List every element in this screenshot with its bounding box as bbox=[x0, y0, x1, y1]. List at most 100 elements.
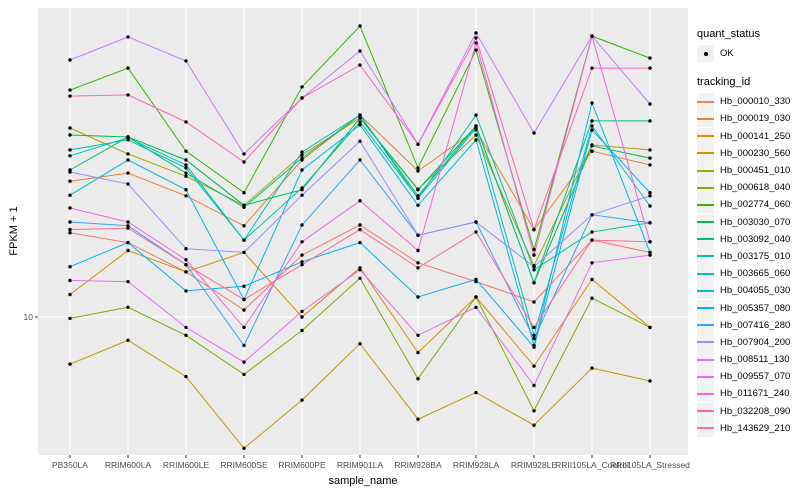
data-point bbox=[648, 221, 652, 225]
data-point bbox=[184, 149, 188, 153]
line-swatch-icon bbox=[697, 255, 714, 258]
line-swatch-icon bbox=[697, 289, 714, 292]
data-point bbox=[126, 136, 130, 140]
data-point bbox=[68, 193, 72, 197]
legend-key-line bbox=[697, 333, 714, 351]
data-point bbox=[416, 166, 420, 170]
legend: quant_status OK tracking_id Hb_000010_33… bbox=[697, 28, 790, 451]
data-point bbox=[242, 446, 246, 450]
data-point bbox=[126, 240, 130, 245]
data-point bbox=[590, 238, 594, 242]
data-point bbox=[474, 41, 478, 45]
data-point bbox=[184, 247, 188, 251]
data-point bbox=[648, 119, 652, 123]
data-point bbox=[358, 268, 362, 272]
data-point bbox=[648, 240, 652, 244]
data-point bbox=[648, 56, 652, 60]
legend-group-quant-status: quant_status OK bbox=[697, 28, 790, 63]
data-point bbox=[68, 179, 72, 183]
legend-key-line bbox=[697, 127, 714, 145]
x-tick-label: RRII105LA_Stressed bbox=[610, 460, 690, 470]
data-point bbox=[416, 169, 420, 173]
data-point bbox=[532, 281, 536, 285]
data-point bbox=[126, 338, 130, 342]
legend-label: Hb_032208_090 bbox=[720, 405, 791, 417]
data-point bbox=[416, 196, 420, 200]
data-point bbox=[532, 333, 536, 337]
legend-label: Hb_003092_040 bbox=[720, 233, 791, 245]
legend-key-line bbox=[697, 179, 714, 197]
x-tick-label: RRIM901LA bbox=[337, 460, 384, 470]
legend-key-line bbox=[697, 93, 714, 111]
legend-item: Hb_003665_060 bbox=[697, 265, 790, 283]
line-swatch-icon bbox=[697, 410, 714, 413]
data-point bbox=[68, 362, 72, 366]
data-point bbox=[358, 120, 362, 124]
data-point bbox=[474, 31, 478, 35]
data-point bbox=[474, 220, 478, 224]
data-point bbox=[416, 233, 420, 237]
data-point bbox=[474, 36, 478, 40]
legend-item: Hb_011671_240 bbox=[697, 385, 790, 403]
data-point bbox=[532, 336, 536, 341]
legend-label: OK bbox=[720, 48, 734, 60]
data-point bbox=[532, 253, 536, 257]
data-point bbox=[300, 96, 304, 100]
data-point bbox=[300, 309, 304, 314]
data-point bbox=[590, 296, 594, 300]
legend-label: Hb_009557_070 bbox=[720, 371, 791, 383]
line-swatch-icon bbox=[697, 307, 714, 310]
data-point bbox=[68, 170, 72, 174]
data-point bbox=[474, 305, 478, 309]
x-tick-label: RRIM600SE bbox=[220, 460, 268, 470]
legend-item: Hb_007904_200 bbox=[697, 333, 791, 351]
data-point bbox=[648, 204, 652, 208]
data-point bbox=[590, 366, 594, 370]
data-point bbox=[590, 124, 594, 128]
data-point bbox=[590, 277, 594, 282]
data-point bbox=[474, 230, 478, 234]
data-point bbox=[68, 148, 72, 152]
data-point bbox=[358, 113, 362, 117]
data-point bbox=[416, 417, 420, 421]
data-point bbox=[242, 284, 246, 288]
data-point bbox=[358, 342, 362, 346]
line-swatch-icon bbox=[697, 324, 714, 327]
data-point bbox=[184, 325, 188, 330]
legend-key-line bbox=[697, 385, 714, 403]
data-point bbox=[416, 248, 420, 253]
legend-item: Hb_000019_030 bbox=[697, 110, 790, 128]
legend-item: Hb_008511_130 bbox=[697, 351, 790, 369]
line-swatch-icon bbox=[697, 375, 714, 378]
legend-item: Hb_000141_250 bbox=[697, 127, 790, 145]
data-point bbox=[68, 58, 72, 62]
line-swatch-icon bbox=[697, 358, 714, 361]
data-point bbox=[648, 250, 652, 255]
x-axis-title: sample_name bbox=[328, 475, 398, 487]
legend-item: Hb_003175_010 bbox=[697, 247, 790, 265]
data-point bbox=[184, 166, 188, 170]
legend-label: Hb_007904_200 bbox=[720, 336, 791, 348]
data-point bbox=[184, 263, 188, 267]
data-point bbox=[300, 240, 304, 244]
data-point bbox=[68, 88, 72, 92]
x-tick-label: RRIM928BA bbox=[394, 460, 442, 470]
data-point bbox=[68, 154, 72, 158]
legend-items-tracking-id: Hb_000010_330 Hb_000019_030 Hb_000141_250 H… bbox=[697, 93, 790, 437]
data-point bbox=[358, 63, 362, 67]
legend-key-line bbox=[697, 351, 714, 369]
data-point bbox=[242, 250, 246, 255]
data-point bbox=[126, 182, 130, 186]
data-point bbox=[532, 227, 536, 232]
legend-label: Hb_007416_280 bbox=[720, 319, 791, 331]
data-point bbox=[416, 333, 420, 337]
data-point bbox=[648, 379, 652, 383]
legend-label: Hb_011671_240 bbox=[720, 388, 790, 400]
data-point bbox=[358, 24, 362, 28]
data-point bbox=[590, 230, 594, 234]
data-point bbox=[184, 158, 188, 162]
data-point bbox=[184, 258, 188, 262]
data-point bbox=[300, 193, 304, 197]
